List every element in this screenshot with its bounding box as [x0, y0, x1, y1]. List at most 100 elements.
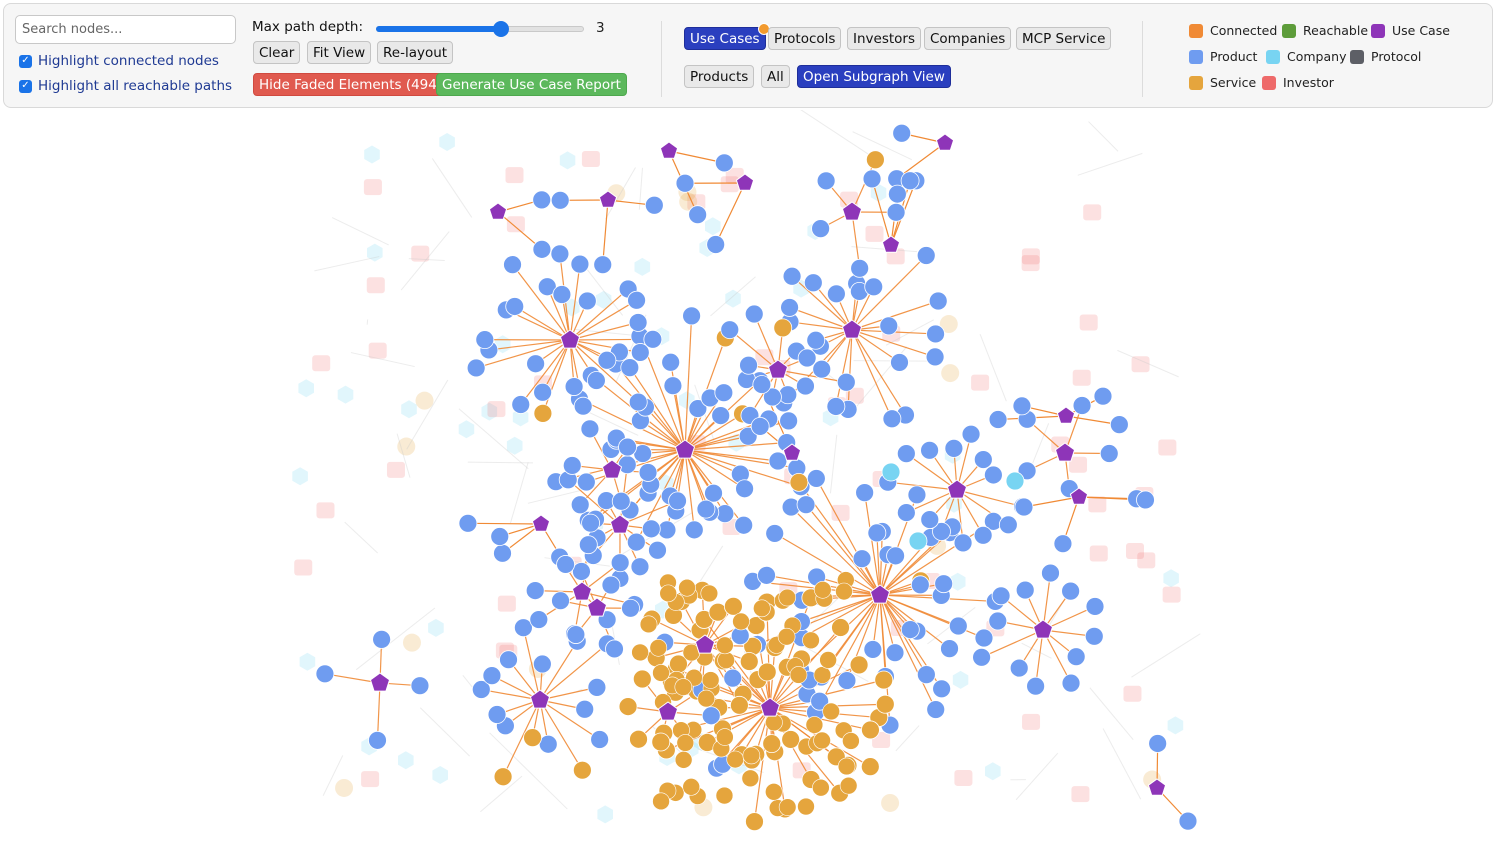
product-node[interactable]: [573, 396, 593, 416]
faded-investor-node[interactable]: [1022, 713, 1041, 730]
service-node[interactable]: [874, 670, 894, 690]
product-node[interactable]: [763, 387, 782, 407]
service-node[interactable]: [778, 798, 797, 816]
product-node[interactable]: [562, 456, 582, 475]
product-node[interactable]: [852, 549, 872, 569]
product-node[interactable]: [886, 546, 905, 566]
faded-investor-node[interactable]: [755, 349, 774, 366]
product-node[interactable]: [648, 540, 667, 560]
product-node[interactable]: [630, 343, 650, 362]
product-node[interactable]: [617, 455, 637, 475]
faded-investor-node[interactable]: [1089, 545, 1108, 562]
product-node[interactable]: [816, 171, 836, 191]
product-node[interactable]: [564, 377, 584, 396]
product-node[interactable]: [578, 535, 598, 555]
product-node[interactable]: [552, 285, 572, 304]
service-node[interactable]: [717, 651, 735, 669]
product-node[interactable]: [1093, 386, 1113, 406]
product-node[interactable]: [551, 591, 570, 611]
product-node[interactable]: [587, 677, 607, 697]
service-node[interactable]: [813, 731, 831, 750]
product-node[interactable]: [503, 255, 522, 275]
service-node[interactable]: [715, 786, 734, 805]
product-node[interactable]: [998, 515, 1018, 535]
use-case-node[interactable]: [609, 514, 631, 534]
product-node[interactable]: [826, 284, 846, 304]
product-node[interactable]: [780, 298, 799, 317]
product-node[interactable]: [706, 235, 726, 254]
use-case-node[interactable]: [1032, 619, 1054, 639]
service-node[interactable]: [632, 669, 652, 689]
product-node[interactable]: [862, 169, 882, 189]
product-node[interactable]: [668, 491, 687, 511]
faded-investor-node[interactable]: [312, 355, 331, 372]
product-node[interactable]: [597, 350, 617, 370]
service-node[interactable]: [819, 651, 837, 669]
use-case-node[interactable]: [1069, 487, 1089, 505]
faded-company-node[interactable]: [985, 762, 1001, 781]
use-case-node[interactable]: [782, 443, 802, 461]
product-node[interactable]: [701, 706, 721, 726]
service-node[interactable]: [676, 734, 695, 752]
service-node[interactable]: [802, 631, 820, 650]
product-node[interactable]: [811, 219, 831, 239]
faded-company-node[interactable]: [595, 290, 612, 309]
use-case-node[interactable]: [529, 689, 551, 709]
product-node[interactable]: [714, 153, 734, 173]
filter-products-button[interactable]: Products: [684, 65, 755, 88]
product-node[interactable]: [934, 574, 954, 594]
filter-protocols-button[interactable]: Protocols: [768, 27, 842, 50]
product-node[interactable]: [621, 598, 640, 618]
faded-company-node[interactable]: [367, 243, 383, 262]
product-node[interactable]: [570, 254, 590, 274]
product-node[interactable]: [768, 451, 788, 471]
faded-company-node[interactable]: [398, 751, 414, 770]
product-node[interactable]: [782, 266, 802, 286]
product-node[interactable]: [863, 640, 883, 659]
product-node[interactable]: [826, 397, 846, 416]
use-case-node[interactable]: [601, 459, 623, 479]
faded-investor-node[interactable]: [720, 176, 739, 193]
service-node[interactable]: [765, 783, 783, 801]
faded-investor-node[interactable]: [1083, 204, 1102, 221]
faded-investor-node[interactable]: [368, 342, 387, 359]
product-node[interactable]: [973, 450, 993, 469]
product-node[interactable]: [410, 676, 430, 696]
product-node[interactable]: [916, 246, 936, 265]
filter-use-cases-button[interactable]: Use Cases: [684, 23, 770, 50]
product-node[interactable]: [928, 291, 948, 311]
service-node[interactable]: [753, 599, 771, 618]
service-node[interactable]: [659, 584, 678, 603]
faded-company-node[interactable]: [432, 766, 448, 784]
faded-investor-node[interactable]: [487, 401, 506, 418]
product-node[interactable]: [643, 329, 663, 349]
product-node[interactable]: [932, 522, 951, 541]
service-node[interactable]: [831, 618, 850, 637]
product-node[interactable]: [550, 244, 570, 264]
service-node[interactable]: [835, 582, 853, 601]
product-node[interactable]: [487, 705, 507, 724]
product-node[interactable]: [532, 654, 552, 674]
service-node[interactable]: [652, 792, 670, 811]
faded-company-node[interactable]: [299, 652, 316, 671]
product-node[interactable]: [575, 699, 595, 719]
product-node[interactable]: [532, 239, 552, 259]
service-node[interactable]: [729, 695, 749, 715]
slider-thumb[interactable]: [492, 21, 509, 37]
faded-investor-node[interactable]: [1158, 439, 1177, 456]
product-node[interactable]: [796, 495, 816, 515]
product-node[interactable]: [948, 616, 968, 636]
product-node[interactable]: [580, 419, 600, 439]
product-node[interactable]: [611, 491, 631, 511]
product-node[interactable]: [525, 581, 545, 600]
faded-investor-node[interactable]: [1021, 248, 1040, 265]
product-node[interactable]: [932, 679, 952, 699]
product-node[interactable]: [590, 730, 610, 749]
faded-investor-node[interactable]: [865, 225, 884, 242]
product-node[interactable]: [661, 352, 681, 372]
product-node[interactable]: [900, 620, 920, 639]
faded-company-node[interactable]: [597, 805, 613, 824]
product-node[interactable]: [803, 273, 823, 293]
product-node[interactable]: [550, 190, 570, 210]
max-depth-slider[interactable]: [376, 21, 584, 37]
